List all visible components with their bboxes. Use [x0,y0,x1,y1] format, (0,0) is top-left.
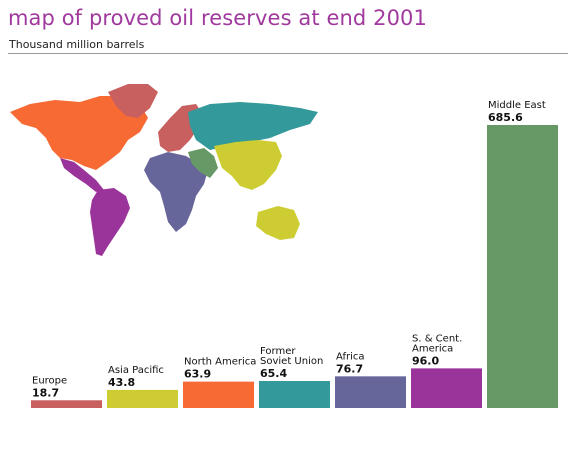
category-label: North America [184,357,256,368]
bar-middle-east [487,125,558,408]
map-south-america [90,188,130,256]
map-greenland [108,84,158,118]
value-label: 18.7 [32,386,59,399]
category-label: Africa [336,351,365,362]
value-label: 96.0 [412,354,439,367]
category-label: S. & Cent. [412,333,462,344]
bar-former-soviet-union [259,381,330,408]
bar-asia-pacific [107,389,178,408]
value-label: 63.9 [184,368,211,381]
value-label: 685.6 [488,111,523,124]
category-label: Asia Pacific [108,365,164,376]
bar-north-america [183,381,254,408]
value-label: 43.8 [108,376,135,389]
header-divider [8,53,568,54]
map-australia [256,206,300,240]
map-central-america [60,158,104,192]
category-label: Europe [32,375,67,386]
category-label: Middle East [488,100,546,111]
bar-africa [335,376,406,408]
map-asia-pacific [214,140,282,190]
chart-title: map of proved oil reserves at end 2001 [8,6,427,30]
value-label: 76.7 [336,362,363,375]
chart-subtitle: Thousand million barrels [9,38,145,51]
category-label: Former [260,346,296,357]
category-label: Soviet Union [260,356,323,367]
map-former-soviet-union [188,102,318,150]
bar-europe [31,400,102,408]
map-middle-east [188,148,218,178]
value-label: 65.4 [260,367,287,380]
category-label: America [412,343,453,354]
map-africa [144,152,208,232]
bar-s-cent-america [411,368,482,408]
map-north-america [10,96,148,170]
